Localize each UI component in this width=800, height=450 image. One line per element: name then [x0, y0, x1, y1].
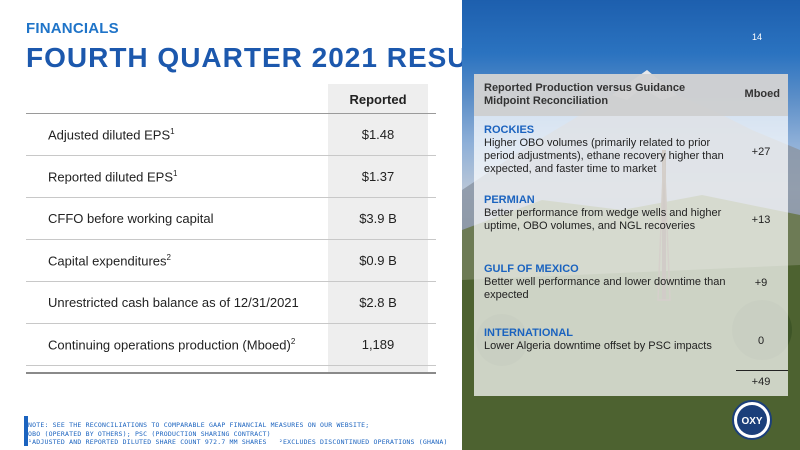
table-row: Continuing operations production (Mboed)…: [26, 324, 436, 366]
footnotes: NOTE: SEE THE RECONCILIATIONS TO COMPARA…: [28, 421, 448, 447]
region-description: Better well performance and lower downti…: [484, 276, 726, 301]
region-gulf-of-mexico: GULF OF MEXICO Better well performance a…: [484, 263, 734, 302]
table-row: CFFO before working capital $3.9 B: [26, 198, 436, 240]
footnote-line: OBO (OPERATED BY OTHERS); PSC (PRODUCTIO…: [28, 429, 271, 438]
row-value: $2.8 B: [359, 295, 397, 310]
row-label-text: Reported diluted EPS: [48, 169, 174, 185]
row-value: 1,189: [361, 337, 395, 352]
region-description: Better performance from wedge wells and …: [484, 207, 722, 232]
logo-text: OXY: [741, 416, 762, 427]
row-label: Adjusted diluted EPS1: [48, 127, 175, 142]
table-row: Adjusted diluted EPS1 $1.48: [26, 114, 436, 156]
region-value: 0: [757, 335, 765, 347]
reported-column-header: Reported: [349, 92, 407, 107]
table-row: Reported diluted EPS1 $1.37: [26, 156, 436, 198]
total-value: +49: [751, 376, 771, 388]
region-international: INTERNATIONAL Lower Algeria downtime off…: [484, 327, 734, 353]
region-value: +9: [754, 277, 768, 289]
row-value: $0.9 B: [359, 253, 397, 268]
row-value: $1.48: [361, 127, 395, 142]
row-label: CFFO before working capital: [48, 211, 213, 226]
region-name: ROCKIES: [484, 124, 535, 136]
row-value: $3.9 B: [359, 211, 397, 226]
region-value: +13: [751, 214, 771, 226]
row-label-text: Unrestricted cash balance as of 12/31/20…: [48, 295, 299, 310]
footnote-marker: 2: [290, 337, 296, 346]
footnote-rule: [24, 416, 28, 446]
region-name: GULF OF MEXICO: [484, 263, 579, 275]
region-name: PERMIAN: [484, 194, 535, 206]
row-label-text: Capital expenditures: [48, 253, 167, 269]
footnote-marker: 2: [166, 253, 171, 262]
page-number: 14: [751, 32, 762, 42]
reconciliation-panel: Reported Production versus Guidance Midp…: [474, 74, 788, 396]
region-value: +27: [751, 146, 771, 158]
reported-column-shade: [328, 84, 428, 372]
panel-header-unit: Mboed: [744, 88, 780, 100]
row-label: Continuing operations production (Mboed)…: [48, 337, 295, 352]
footnote-line: ¹ADJUSTED AND REPORTED DILUTED SHARE COU…: [28, 438, 448, 446]
panel-header: Reported Production versus Guidance Midp…: [474, 74, 788, 116]
row-label: Capital expenditures2: [48, 253, 171, 268]
row-label: Reported diluted EPS1: [48, 169, 177, 184]
results-table: Reported Adjusted diluted EPS1 $1.48 Repor…: [26, 84, 436, 374]
table-bottom-rule: [26, 372, 436, 374]
row-value: $1.37: [361, 169, 395, 184]
row-label: Unrestricted cash balance as of 12/31/20…: [48, 295, 299, 310]
row-label-text: CFFO before working capital: [48, 211, 214, 226]
footnote-marker: 1: [173, 169, 178, 178]
footnote-marker: 1: [170, 127, 175, 136]
table-header: Reported: [26, 84, 436, 114]
oxy-logo-icon: OXY: [732, 400, 772, 440]
row-label-text: Adjusted diluted EPS: [48, 127, 171, 143]
region-rockies: ROCKIES Higher OBO volumes (primarily re…: [484, 124, 734, 176]
row-label-text: Continuing operations production (Mboed): [48, 337, 291, 353]
section-label: FINANCIALS: [26, 20, 119, 37]
table-row: Capital expenditures2 $0.9 B: [26, 240, 436, 282]
region-permian: PERMIAN Better performance from wedge we…: [484, 194, 734, 233]
region-description: Lower Algeria downtime offset by PSC imp…: [484, 340, 712, 352]
total-rule: [736, 370, 788, 371]
region-name: INTERNATIONAL: [484, 327, 574, 339]
panel-header-title: Reported Production versus Guidance Midp…: [484, 82, 686, 107]
page-title: FOURTH QUARTER 2021 RESULTS: [26, 42, 523, 73]
region-description: Higher OBO volumes (primarily related to…: [484, 137, 724, 175]
table-row: Unrestricted cash balance as of 12/31/20…: [26, 282, 436, 324]
footnote-line: NOTE: SEE THE RECONCILIATIONS TO COMPARA…: [28, 421, 370, 429]
